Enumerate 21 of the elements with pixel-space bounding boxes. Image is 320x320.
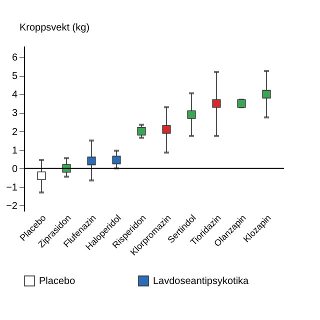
y-tick-label: −2 <box>6 200 18 212</box>
point <box>187 110 196 119</box>
y-tick-label: 0 <box>12 164 18 175</box>
point <box>262 90 271 98</box>
point <box>87 156 96 166</box>
y-tick-label: 3 <box>12 108 18 120</box>
legend-label: Lavdoseantipsykotika <box>153 276 250 287</box>
legend-label: Placebo <box>39 276 76 287</box>
point <box>37 172 46 180</box>
y-tick-label: −1 <box>6 182 18 194</box>
point <box>212 99 221 108</box>
y-tick-label: 2 <box>12 126 18 138</box>
y-axis-title: Kroppsvekt (kg) <box>20 22 90 34</box>
y-tick-label: 1 <box>12 145 18 156</box>
y-tick-label: 6 <box>12 52 18 64</box>
point <box>112 156 121 164</box>
y-tick-label: 4 <box>12 90 18 101</box>
point <box>162 125 171 134</box>
point <box>237 99 246 108</box>
point <box>137 127 146 136</box>
y-tick-label: 5 <box>12 71 18 82</box>
